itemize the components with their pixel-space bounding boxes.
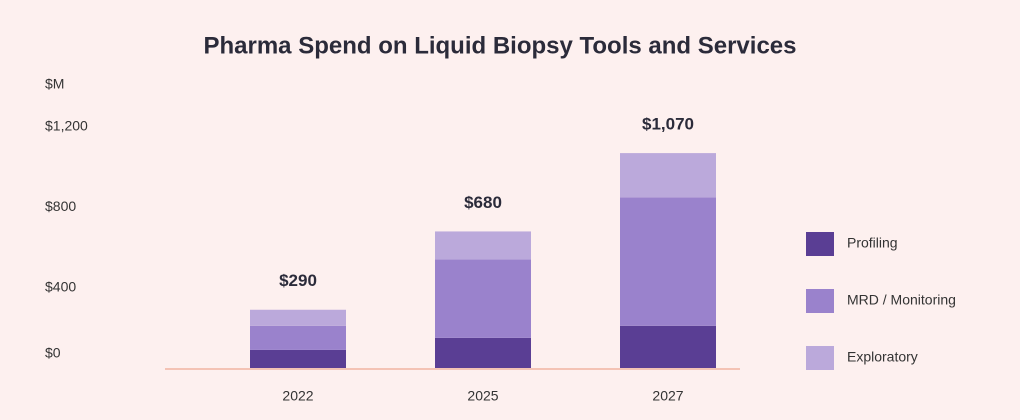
bar-segment bbox=[435, 231, 531, 260]
bar-segment bbox=[250, 349, 346, 368]
bar-segment bbox=[250, 309, 346, 326]
bar-segment bbox=[620, 197, 716, 326]
y-tick-label: $0 bbox=[45, 345, 61, 361]
bar-segment bbox=[435, 259, 531, 338]
legend-swatch bbox=[806, 289, 834, 313]
total-label: $290 bbox=[279, 271, 317, 290]
y-tick-label: $800 bbox=[45, 198, 76, 214]
x-tick-label: 2025 bbox=[467, 388, 498, 404]
legend-label: MRD / Monitoring bbox=[847, 292, 956, 308]
bar-segment bbox=[435, 337, 531, 368]
y-axis-label: $M bbox=[45, 76, 64, 92]
bar-segment bbox=[250, 325, 346, 350]
x-tick-label: 2022 bbox=[282, 388, 313, 404]
y-tick-label: $400 bbox=[45, 278, 76, 294]
chart-title: Pharma Spend on Liquid Biopsy Tools and … bbox=[203, 32, 796, 59]
bar-segment bbox=[620, 153, 716, 198]
total-label: $1,070 bbox=[642, 115, 694, 134]
legend-swatch bbox=[806, 346, 834, 370]
bar-segment bbox=[620, 325, 716, 368]
x-tick-label: 2027 bbox=[652, 388, 683, 404]
total-label: $680 bbox=[464, 193, 502, 212]
y-tick-label: $1,200 bbox=[45, 118, 88, 134]
legend-label: Exploratory bbox=[847, 349, 918, 365]
legend-label: Profiling bbox=[847, 235, 898, 251]
legend-swatch bbox=[806, 232, 834, 256]
